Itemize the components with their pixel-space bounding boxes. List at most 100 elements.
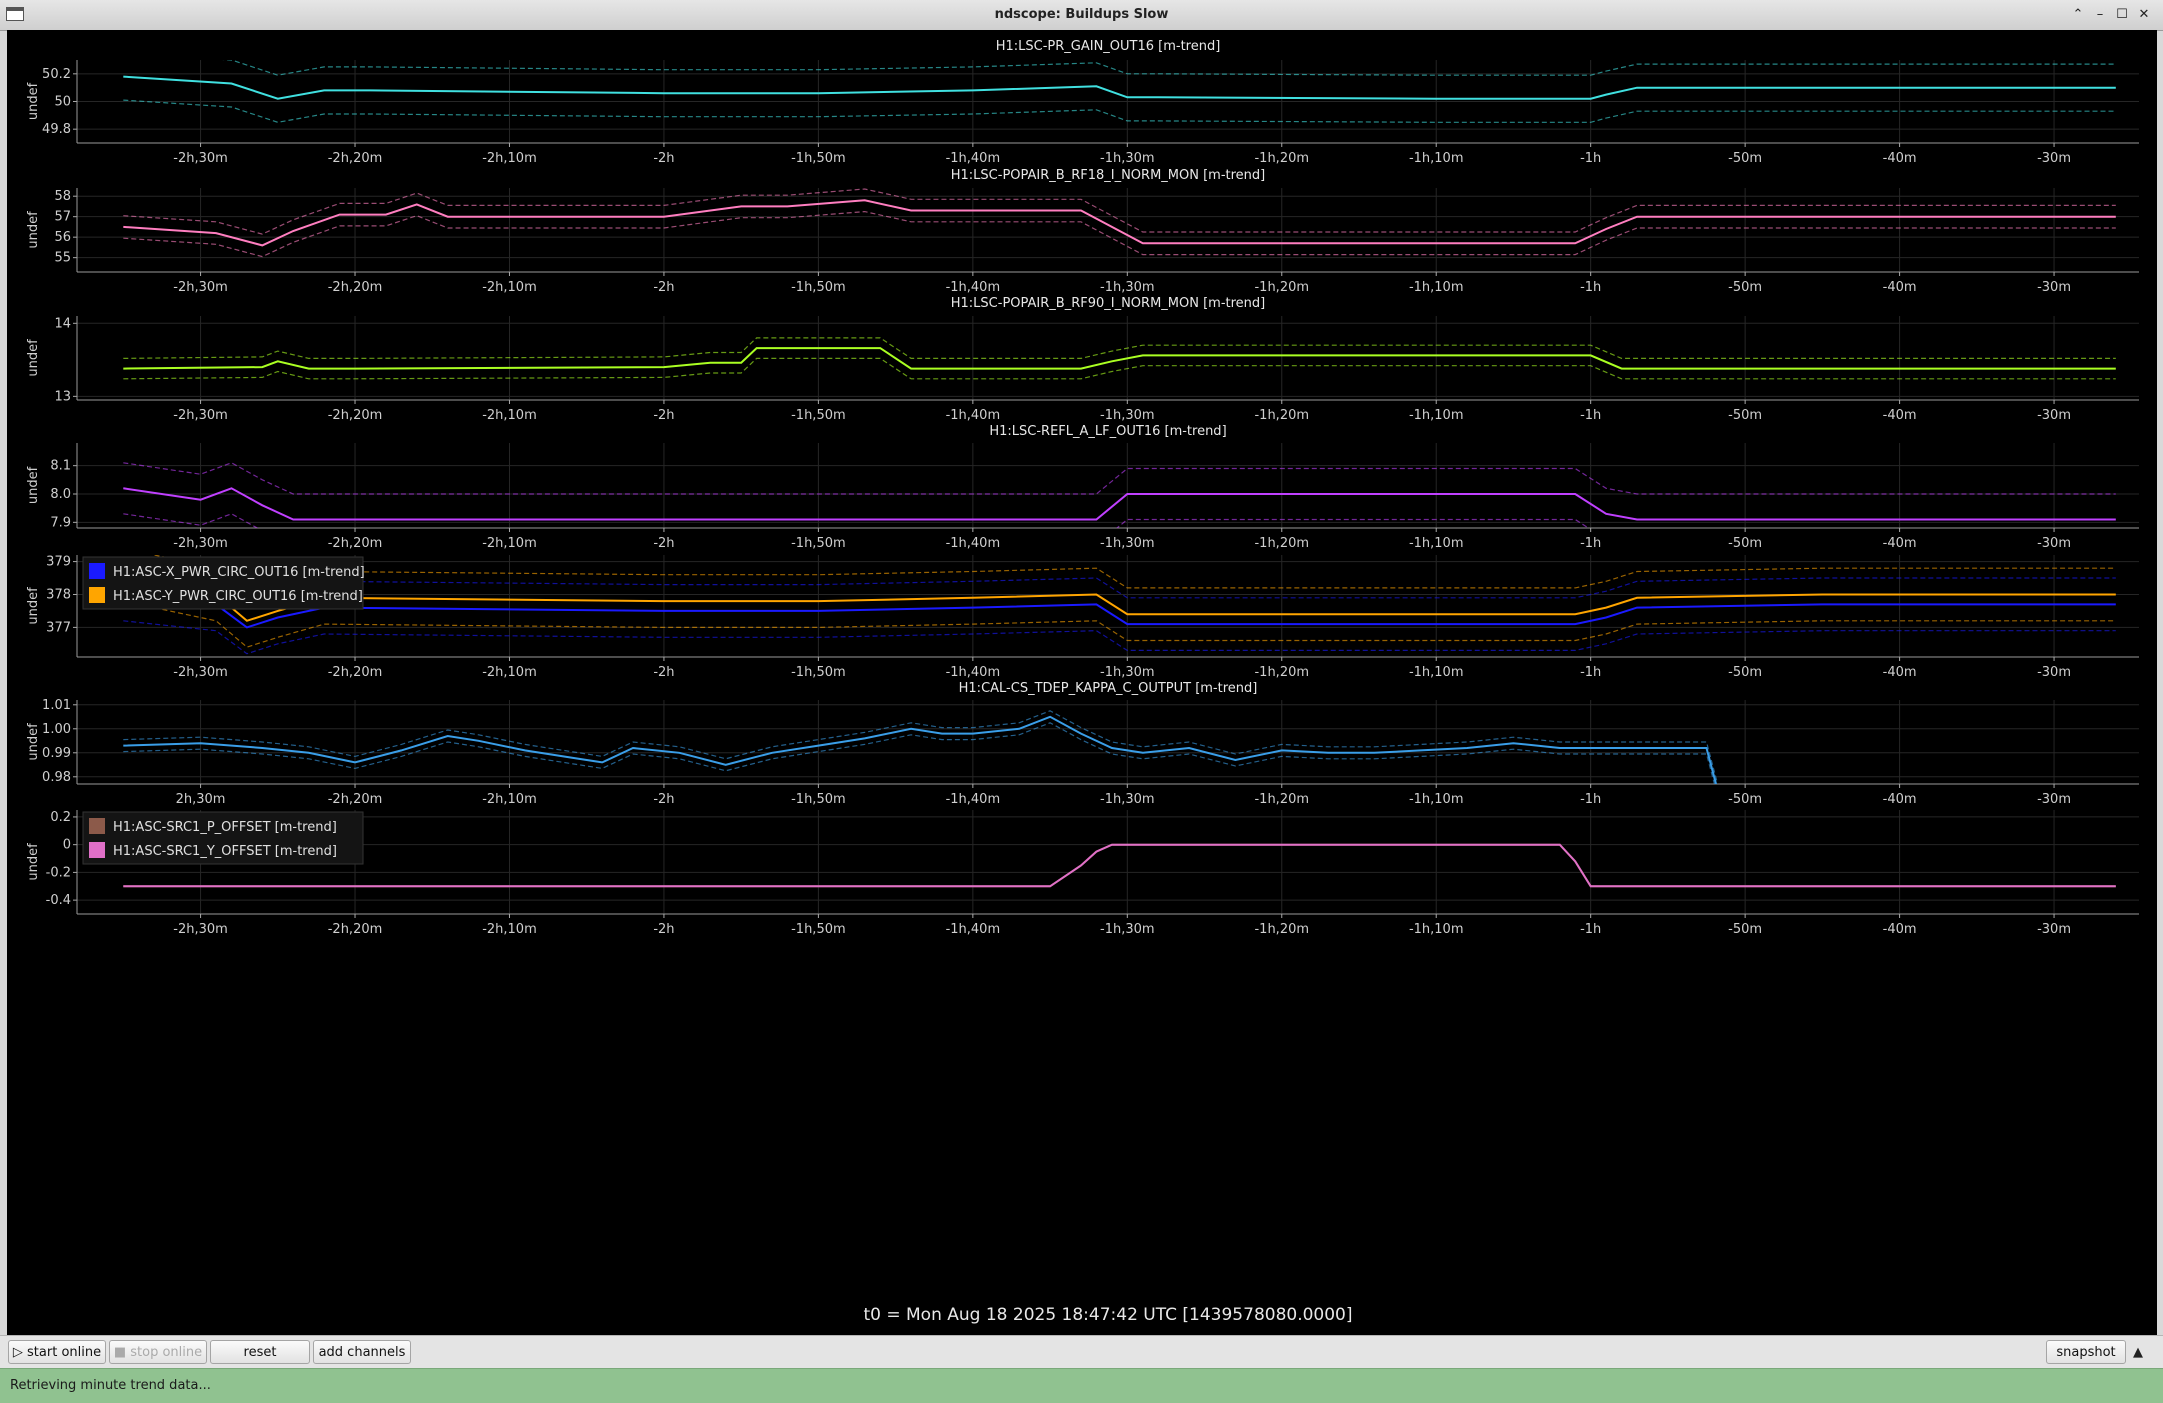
- plot-panel-7[interactable]: 0.2 0 -0.2 -0.4 undef -2h,30m -2h,20m -2h,10m -2…: [26, 810, 2139, 937]
- x-tick-label: -2h,10m: [482, 665, 537, 680]
- series-max-line: [123, 710, 1718, 783]
- plot-panel-2[interactable]: H1:LSC-POPAIR_B_RF18_I_NORM_MON [m-trend…: [26, 168, 2139, 295]
- x-tick-label: -30m: [2037, 536, 2071, 551]
- maximize-button[interactable]: ☐: [2116, 7, 2128, 22]
- legend-box: [82, 556, 364, 610]
- x-tick-label: -1h: [1580, 408, 1601, 423]
- y-tick-label: 1.01: [42, 698, 71, 713]
- x-tick-label: -1h,40m: [946, 280, 1001, 295]
- x-tick-label: -2h,10m: [482, 792, 537, 807]
- x-tick-label: -2h,20m: [328, 408, 383, 423]
- legend-swatch: [89, 587, 105, 603]
- plot-canvas[interactable]: H1:LSC-PR_GAIN_OUT16 [m-trend] 50.2 50 49.8…: [7, 30, 2157, 1335]
- x-tick-label: -1h,50m: [791, 792, 846, 807]
- x-tick-label: -1h,20m: [1254, 408, 1309, 423]
- app-icon[interactable]: [6, 7, 24, 21]
- y-tick-label: 377: [46, 620, 71, 635]
- x-tick-label: -1h,30m: [1100, 922, 1155, 937]
- series-group: [123, 60, 2116, 123]
- x-tick-label: -2h,10m: [482, 151, 537, 166]
- x-tick-label: -1h,40m: [946, 665, 1001, 680]
- series-max-line: [222, 60, 2116, 76]
- series-line: [123, 593, 2116, 629]
- plots-svg[interactable]: H1:LSC-PR_GAIN_OUT16 [m-trend] 50.2 50 49.8…: [7, 30, 2157, 1335]
- y-tick-label: 50: [54, 95, 71, 110]
- plot-panel-4[interactable]: H1:LSC-REFL_A_LF_OUT16 [m-trend] 8.1 8.0 7.…: [26, 424, 2139, 551]
- plot-panel-1[interactable]: H1:LSC-PR_GAIN_OUT16 [m-trend] 50.2 50 49.8…: [26, 39, 2139, 166]
- x-tick-label: -40m: [1883, 922, 1917, 937]
- x-tick-label: -1h: [1580, 280, 1601, 295]
- x-tick-label: -50m: [1728, 408, 1762, 423]
- x-tick-label: -1h,10m: [1409, 665, 1464, 680]
- x-tick-label: -50m: [1728, 792, 1762, 807]
- series-line: [123, 487, 2116, 521]
- x-tick-label: -1h: [1580, 665, 1601, 680]
- snapshot-button[interactable]: snapshot: [2046, 1340, 2126, 1364]
- x-tick-label: -2h,20m: [328, 665, 383, 680]
- minimize-button[interactable]: –: [2096, 7, 2104, 22]
- plot-title: H1:LSC-PR_GAIN_OUT16 [m-trend]: [996, 39, 1221, 54]
- legend-box: [82, 811, 364, 865]
- close-button[interactable]: ✕: [2138, 7, 2150, 22]
- reset-button[interactable]: reset: [210, 1340, 310, 1364]
- y-tick-label: 8.1: [50, 459, 71, 474]
- series-group: [123, 555, 2116, 655]
- stop-online-button[interactable]: ■ stop online: [109, 1340, 207, 1364]
- plot-panel-6[interactable]: H1:CAL-CS_TDEP_KAPPA_C_OUTPUT [m-trend] 1…: [26, 681, 2139, 807]
- plot-panel-3[interactable]: H1:LSC-POPAIR_B_RF90_I_NORM_MON [m-trend…: [26, 296, 2139, 423]
- x-tick-label: -1h,20m: [1254, 536, 1309, 551]
- t0-label: t0 = Mon Aug 18 2025 18:47:42 UTC [14395…: [863, 1305, 1352, 1325]
- series-group: [123, 843, 2116, 888]
- x-tick-label: -30m: [2037, 792, 2071, 807]
- x-tick-label: -2h,10m: [482, 280, 537, 295]
- y-tick-label: -0.2: [46, 865, 71, 880]
- series-line: [123, 347, 2116, 370]
- start-online-button[interactable]: ▷ start online: [8, 1340, 106, 1364]
- x-tick-label: -1h,40m: [946, 408, 1001, 423]
- plot-legend[interactable]: H1:ASC-X_PWR_CIRC_OUT16 [m-trend] H1:ASC-…: [82, 556, 365, 610]
- x-tick-label: -50m: [1728, 536, 1762, 551]
- y-tick-label: 14: [54, 316, 71, 331]
- x-tick-label: -2h,10m: [482, 408, 537, 423]
- legend-label: H1:ASC-Y_PWR_CIRC_OUT16 [m-trend]: [113, 589, 363, 604]
- y-tick-label: -0.4: [46, 893, 71, 908]
- x-tick-label: -1h: [1580, 922, 1601, 937]
- x-tick-label: -40m: [1883, 665, 1917, 680]
- y-axis-label: undef: [26, 82, 41, 120]
- x-tick-label: -30m: [2037, 665, 2071, 680]
- keep-above-icon[interactable]: ⌃: [2072, 7, 2084, 22]
- plot-legend[interactable]: H1:ASC-SRC1_P_OFFSET [m-trend] H1:ASC-SRC…: [82, 811, 364, 865]
- y-tick-label: 58: [54, 189, 71, 204]
- plot-panel-5[interactable]: 379 378 377 undef -2h,30m -2h,20m -2h,10m -2h -1…: [26, 548, 2139, 680]
- y-tick-label: 56: [54, 230, 71, 245]
- x-tick-label: -1h,40m: [946, 151, 1001, 166]
- series-group: [123, 710, 1718, 784]
- x-tick-label: -1h,30m: [1100, 536, 1155, 551]
- x-tick-label: -1h,50m: [791, 408, 846, 423]
- x-tick-label: -30m: [2037, 280, 2071, 295]
- series-line: [123, 199, 2116, 247]
- x-tick-label: -40m: [1883, 792, 1917, 807]
- x-tick-label: -1h,10m: [1409, 280, 1464, 295]
- x-tick-label: -2h: [653, 151, 674, 166]
- collapse-arrow-icon[interactable]: ▲: [2133, 1345, 2143, 1360]
- legend-swatch: [89, 563, 105, 579]
- stop-online-label: stop online: [130, 1345, 203, 1360]
- x-tick-label: -2h,20m: [328, 280, 383, 295]
- plot-title: H1:LSC-POPAIR_B_RF18_I_NORM_MON [m-trend…: [951, 168, 1266, 183]
- series-min-line: [123, 722, 1716, 784]
- x-tick-label: -1h,50m: [791, 665, 846, 680]
- x-tick-label: -1h,20m: [1254, 151, 1309, 166]
- x-tick-label: -1h: [1580, 792, 1601, 807]
- x-tick-label: -50m: [1728, 280, 1762, 295]
- x-tick-label: -1h,50m: [791, 151, 846, 166]
- x-tick-label: -30m: [2037, 922, 2071, 937]
- x-tick-label: -1h,50m: [791, 536, 846, 551]
- y-tick-label: 0.2: [50, 810, 71, 825]
- add-channels-button[interactable]: add channels: [313, 1340, 411, 1364]
- window-titlebar: ndscope: Buildups Slow ⌃ – ☐ ✕: [0, 0, 2163, 31]
- x-tick-label: -2h,30m: [173, 536, 228, 551]
- y-tick-label: 1.00: [42, 722, 71, 737]
- y-tick-label: 7.9: [50, 515, 71, 530]
- x-tick-label: 2h,30m: [176, 792, 226, 807]
